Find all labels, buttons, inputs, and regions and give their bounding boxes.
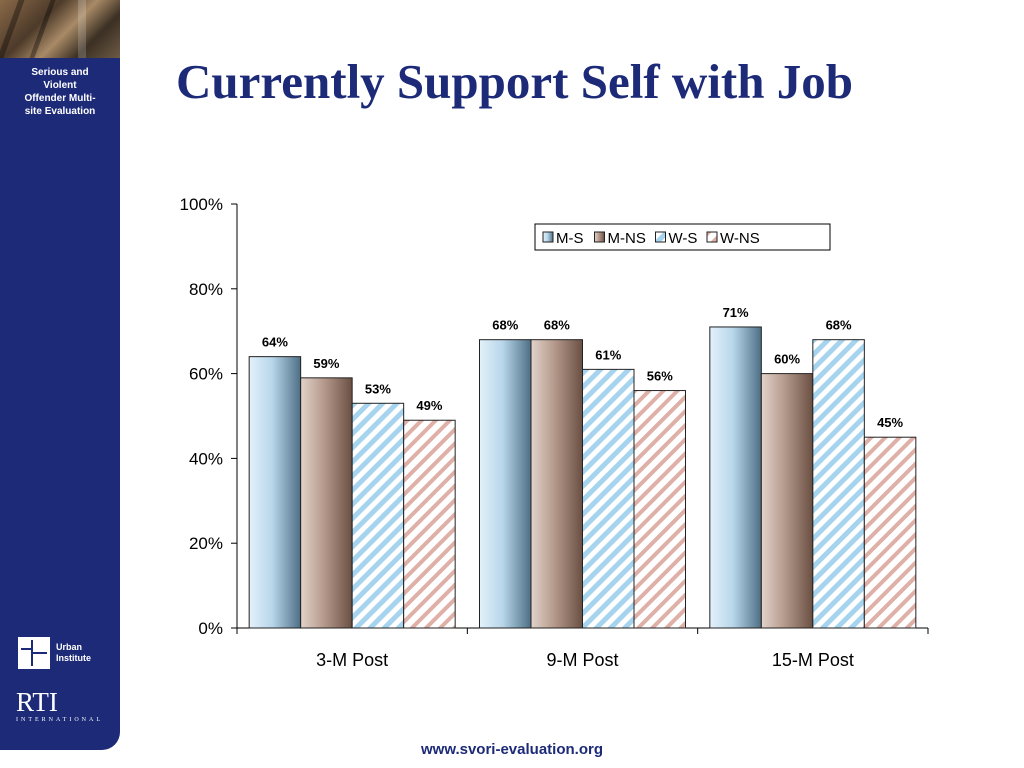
sidebar-photo (0, 0, 120, 58)
legend-label: W-NS (720, 230, 760, 247)
data-label: 68% (544, 318, 570, 333)
bar (709, 326, 762, 629)
legend-swatch (655, 231, 666, 243)
bar-chart: 0% 20% 40% 60% 80% 100% 64% 59% 53% 49% 3-M Post 68… (180, 195, 929, 670)
data-label: 64% (262, 335, 288, 350)
bar (582, 368, 635, 629)
bar (248, 356, 302, 629)
data-label: 68% (826, 318, 852, 333)
y-tick-label: 80% (189, 280, 223, 299)
legend-label: M-NS (608, 230, 646, 247)
data-label: 60% (774, 352, 800, 367)
y-tick-label: 100% (180, 195, 223, 214)
legend-swatch (542, 231, 554, 243)
rti-logo-subtext: INTERNATIONAL (16, 717, 103, 723)
legend-box (534, 223, 831, 251)
data-label: 71% (723, 305, 749, 320)
bar (863, 436, 917, 629)
bar (812, 339, 865, 629)
bar (633, 390, 686, 629)
footer-url[interactable]: www.svori-evaluation.org (0, 741, 1024, 758)
slide-title: Currently Support Self with Job (176, 54, 854, 109)
y-tick-label: 60% (189, 365, 223, 384)
urban-institute-icon (18, 637, 50, 669)
y-tick-label: 40% (189, 449, 223, 468)
data-label: 68% (492, 318, 518, 333)
y-tick-label: 0% (198, 619, 223, 638)
legend-label: M-S (556, 230, 584, 247)
data-label: 56% (647, 369, 673, 384)
footer-url-text[interactable]: www.svori-evaluation.org (421, 741, 603, 758)
sidebar-panel: Serious and Violent Offender Multi- site… (0, 0, 120, 750)
urban-institute-text: Urban Institute (56, 642, 91, 663)
data-label: 53% (365, 381, 391, 396)
category-label: 15-M Post (772, 650, 854, 670)
bar (530, 339, 583, 629)
legend-label: W-S (669, 230, 698, 247)
category-label: 9-M Post (546, 650, 618, 670)
data-label: 59% (313, 356, 339, 371)
category-label: 3-M Post (316, 650, 388, 670)
urban-institute-logo: Urban Institute (18, 636, 91, 670)
rti-international-logo: RTI INTERNATIONAL (16, 688, 106, 723)
bar (479, 339, 532, 629)
legend-swatch (594, 231, 605, 243)
sidebar-title: Serious and Violent Offender Multi- site… (24, 67, 96, 117)
data-label: 49% (416, 398, 442, 413)
data-label: 61% (595, 347, 621, 362)
legend-swatch (706, 231, 718, 243)
bar (760, 373, 814, 629)
bar (351, 402, 405, 629)
y-tick-label: 20% (189, 534, 223, 553)
bar (300, 377, 353, 629)
data-label: 45% (877, 415, 903, 430)
rti-logo-word: RTI (16, 687, 58, 717)
bar (403, 419, 456, 629)
